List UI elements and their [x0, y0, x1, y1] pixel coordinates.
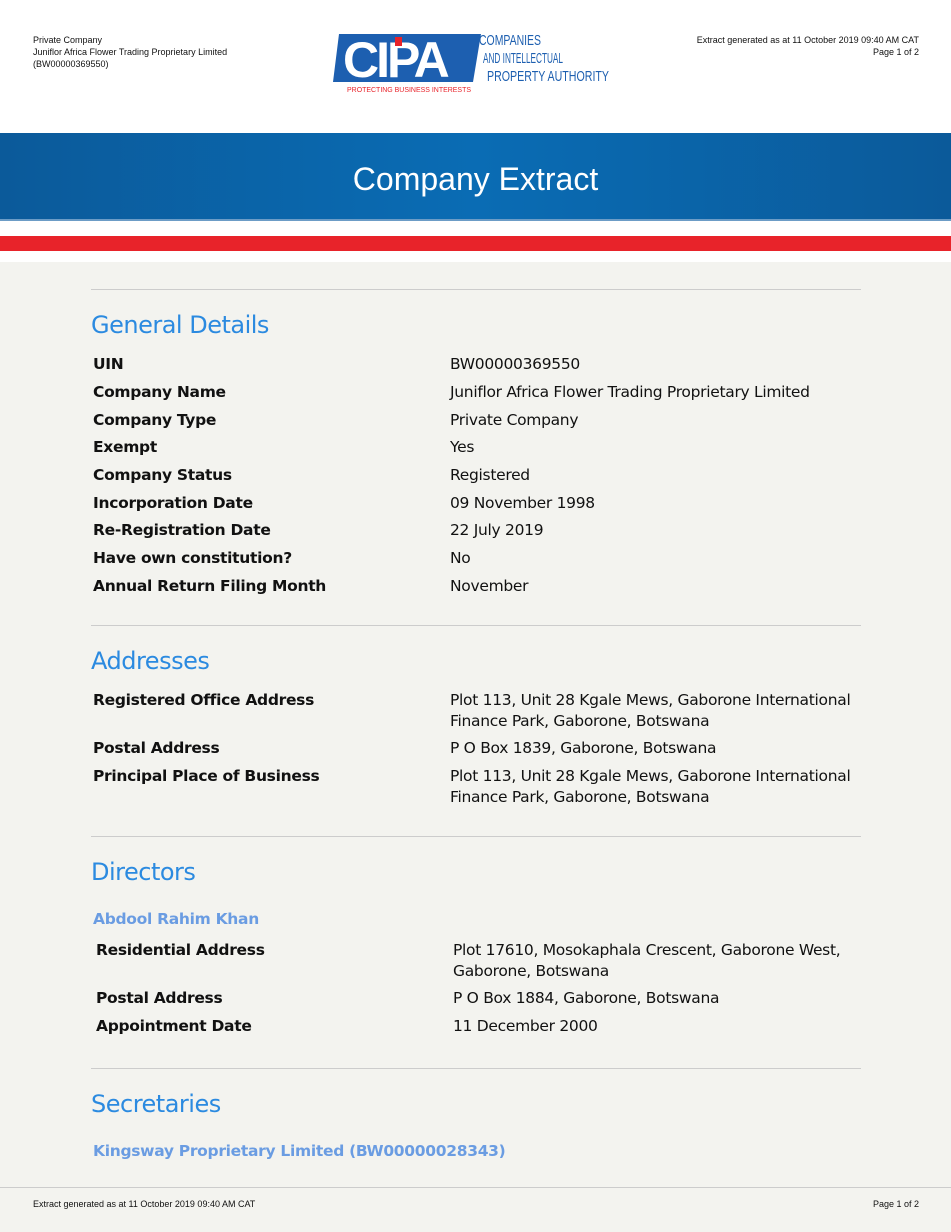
footer-page-number: Page 1 of 2 — [872, 1199, 919, 1209]
field-value: Plot 113, Unit 28 Kgale Mews, Gaborone I… — [450, 767, 851, 806]
company-type: Private Company — [33, 35, 103, 45]
logo-tagline: PROTECTING BUSINESS INTERESTS — [347, 87, 471, 94]
generated-timestamp: Extract generated as at 11 October 2019 … — [696, 35, 919, 45]
company-name: Juniflor Africa Flower Trading Proprieta… — [33, 47, 228, 57]
logo-text: PROPERTY AUTHORITY — [487, 68, 609, 85]
field-label: UIN — [93, 355, 124, 373]
field-label: Have own constitution? — [93, 549, 292, 567]
field-label: Incorporation Date — [93, 494, 253, 512]
field-label: Company Type — [93, 411, 217, 429]
title-banner: Company Extract — [0, 133, 951, 221]
logo-text: AND INTELLECTUAL — [483, 50, 563, 67]
cipa-logo: CIPA COMPANIES AND INTELLECTUAL PROPERTY… — [333, 32, 609, 94]
header-meta: Extract generated as at 11 October 2019 … — [697, 34, 919, 58]
field-value: P O Box 1839, Gaborone, Botswana — [450, 739, 717, 757]
field-value: No — [450, 549, 471, 567]
field-label: Registered Office Address — [93, 691, 315, 709]
divider — [91, 836, 861, 837]
field-label: Company Name — [93, 383, 226, 401]
field-label: Re-Registration Date — [93, 521, 271, 539]
field-value: Registered — [450, 466, 530, 484]
section-heading-general: General Details — [91, 311, 269, 339]
field-label: Appointment Date — [96, 1017, 252, 1035]
divider — [91, 1068, 861, 1069]
secretary-name: Kingsway Proprietary Limited (BW00000028… — [93, 1142, 506, 1160]
section-heading-directors: Directors — [91, 858, 196, 886]
field-label: Residential Address — [96, 941, 265, 959]
field-label: Exempt — [93, 438, 157, 456]
director-name: Abdool Rahim Khan — [93, 910, 259, 928]
field-value: Plot 113, Unit 28 Kgale Mews, Gaborone I… — [450, 691, 851, 730]
field-value: 09 November 1998 — [450, 494, 595, 512]
field-value: BW00000369550 — [450, 355, 580, 373]
field-value: 11 December 2000 — [453, 1017, 598, 1035]
field-value: November — [450, 577, 529, 595]
field-value: P O Box 1884, Gaborone, Botswana — [453, 989, 720, 1007]
field-label: Postal Address — [93, 739, 220, 757]
page-title: Company Extract — [352, 161, 599, 197]
header-company-info: Private Company Juniflor Africa Flower T… — [33, 34, 227, 70]
field-label: Principal Place of Business — [93, 767, 320, 785]
field-label: Postal Address — [96, 989, 223, 1007]
field-value: 22 July 2019 — [450, 521, 544, 539]
divider — [91, 289, 861, 290]
field-value: Yes — [450, 438, 475, 456]
field-value: Juniflor Africa Flower Trading Proprieta… — [450, 383, 810, 401]
field-value: Private Company — [450, 411, 579, 429]
field-value: Plot 17610, Mosokaphala Crescent, Gaboro… — [453, 941, 841, 980]
logo-text: COMPANIES — [479, 32, 541, 49]
page-body — [0, 262, 951, 1232]
company-uin: (BW00000369550) — [33, 59, 109, 69]
field-label: Annual Return Filing Month — [93, 577, 327, 595]
footer-divider — [0, 1187, 951, 1188]
section-heading-secretaries: Secretaries — [91, 1090, 221, 1118]
field-label: Company Status — [93, 466, 232, 484]
red-stripe — [0, 236, 951, 251]
footer-timestamp: Extract generated as at 11 October 2019 … — [33, 1199, 256, 1209]
page-header: Private Company Juniflor Africa Flower T… — [0, 0, 951, 133]
divider — [91, 625, 861, 626]
page-number: Page 1 of 2 — [872, 47, 919, 57]
section-heading-addresses: Addresses — [91, 647, 210, 675]
